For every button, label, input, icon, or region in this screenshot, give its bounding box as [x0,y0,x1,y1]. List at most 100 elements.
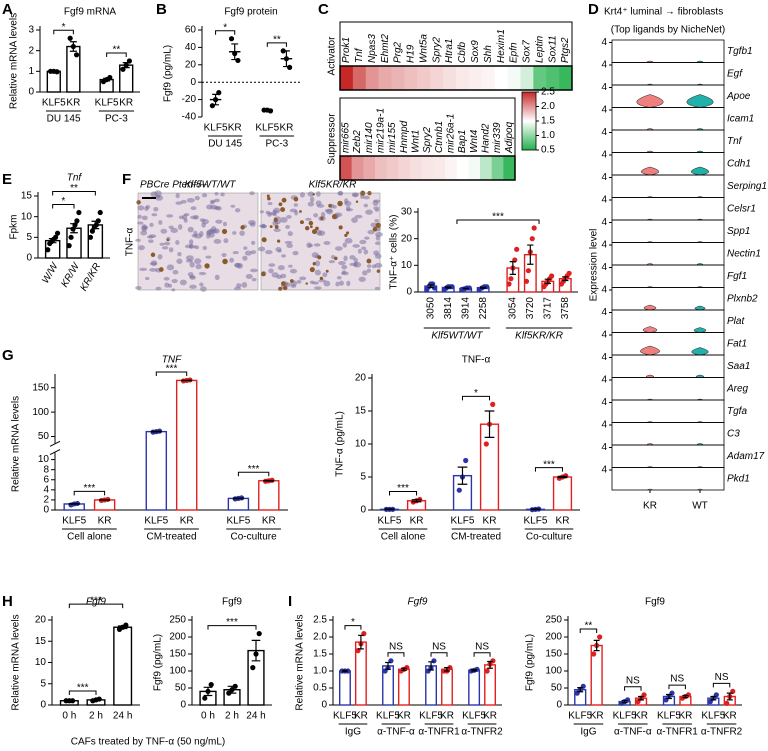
y-tick-label: 8 [43,464,49,475]
data-point [97,209,103,216]
gene-label: Areg [726,383,749,394]
nucleus [362,270,368,276]
stain [299,220,304,225]
error-bar [99,499,111,501]
y-tick-label: 5 [40,678,46,689]
nucleus [146,235,154,239]
significance-bracket [712,682,731,688]
data-point [531,225,537,231]
nucleus [268,263,276,267]
data-point [67,35,73,41]
nucleus [287,231,293,237]
nucleus [299,276,307,281]
chart-title: Fgf9 [86,597,106,608]
data-point [123,622,129,628]
heatmap-strip-border [339,155,516,181]
gene-label: Npas3 [367,34,378,63]
genotype-label: PBCre Pten–/– [140,180,207,191]
error-bar [48,237,57,244]
nucleus [342,242,348,248]
error-bar [638,695,644,701]
nucleus [258,246,266,252]
error-bar [544,278,551,285]
nucleus [234,208,241,213]
data-point [45,247,51,253]
nucleus [214,191,219,196]
data-point [208,682,214,688]
stain [277,239,281,243]
error-bar [428,661,434,671]
significance-bracket [461,395,491,401]
gene-label: Fat1 [727,338,747,349]
nucleus [279,217,288,223]
bar [258,480,280,511]
nucleus [208,232,215,238]
nucleus [292,250,299,256]
nucleus [158,220,163,225]
nucleus [164,282,170,288]
x-tick-label: KR [440,711,454,722]
gene-label: Spry2 [422,126,433,153]
nucleus [339,280,344,286]
stain [283,285,288,291]
gene-label: Prg2 [393,41,404,63]
x-tick-label: 2 h [225,711,239,722]
nucleus [195,263,202,270]
nucleus [366,268,371,273]
error-bar [263,479,275,482]
row-label: Suppressor [327,113,338,165]
gene-label: Icam1 [727,113,754,124]
nucleus [189,261,195,268]
nucleus [177,251,182,257]
y-tick-label: 4 [601,465,607,476]
stain [331,214,337,220]
y-tick-label: 1.5 [313,649,327,660]
group-label: Cell alone [67,532,112,543]
y-tick-label: 4 [601,330,607,341]
nucleus [286,243,293,249]
nucleus [328,260,336,264]
significance-bracket [668,684,686,690]
violin-row [611,399,725,423]
x-tick-label: KR [180,516,194,527]
x-tick-label: KR [483,711,497,722]
nucleus [375,253,382,259]
data-point [523,278,530,284]
violin [647,488,653,491]
nucleus [353,257,358,263]
heatmap-cell [352,66,367,90]
chart-title: TNF-α [462,355,491,366]
gene-label: Plat [727,316,745,327]
y-tick-label: 4 [601,375,607,386]
heatmap-cell [468,156,481,180]
error-bar [484,410,495,438]
stain [315,226,319,231]
gene-label: Egf [727,68,743,79]
nucleus [314,286,322,290]
significance-bracket [73,490,106,496]
group-label: IgG [580,727,596,738]
gene-label: Prok1 [341,37,352,63]
nucleus [138,245,145,251]
nucleus [175,240,180,245]
significance-label: * [62,22,66,33]
error-bar [212,93,220,106]
heatmap-cell [480,156,492,180]
nucleus [220,192,225,197]
data-point [724,700,730,706]
x-tick-label: KLF5 [204,123,228,134]
y-axis-label: Fgf9 (pg/mL) [525,634,536,691]
x-tick-label: 3814 [443,297,454,320]
bar [339,670,351,706]
x-tick-label: KLF5 [144,516,168,527]
y-tick-label: 4 [601,105,607,116]
nucleus [344,237,353,244]
nucleus [160,228,168,234]
data-point [73,52,80,58]
stain [293,196,299,202]
nucleus [314,269,322,276]
error-bar [562,276,569,282]
nucleus [185,255,194,261]
violin [642,326,658,333]
data-point [566,270,572,276]
